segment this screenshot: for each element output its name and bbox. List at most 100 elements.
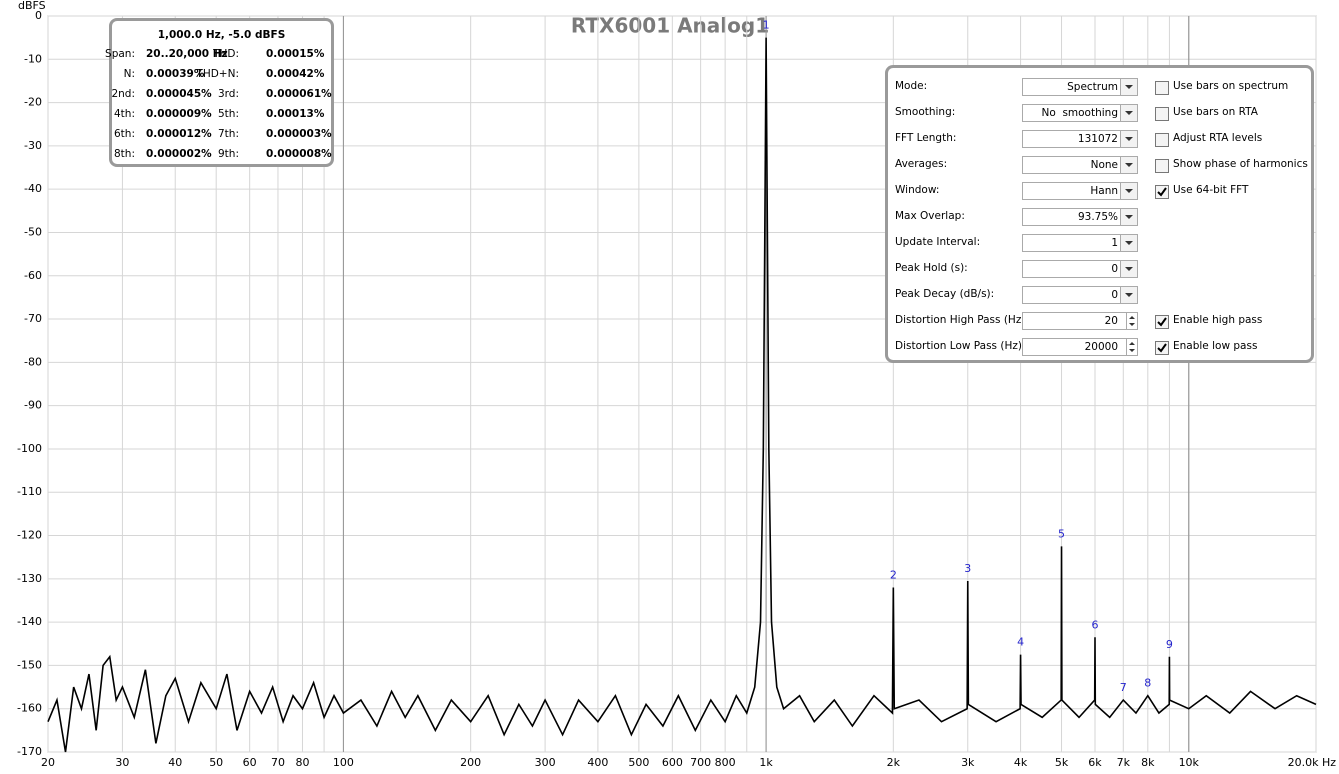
info-value: 0.00039% [146, 68, 205, 80]
x-tick-label: 20.0k Hz [1288, 756, 1337, 769]
checkbox-label: Adjust RTA levels [1173, 132, 1263, 144]
chart-title: RTX6001 Analog1 [571, 14, 769, 38]
info-label: 4th: [114, 108, 135, 120]
dropdown-control[interactable]: 0 [1022, 286, 1138, 304]
arrow-icon [1125, 163, 1133, 167]
control-value[interactable]: None [1090, 159, 1118, 171]
info-label: 6th: [114, 128, 135, 140]
arrow-icon [1129, 316, 1135, 326]
checkbox-label: Use bars on RTA [1173, 106, 1258, 118]
info-value: 0.00015% [266, 48, 325, 60]
info-label: 7th: [218, 128, 239, 140]
info-value: 0.000045% [146, 88, 212, 100]
info-value: 0.000061% [266, 88, 332, 100]
setting-label: Max Overlap: [895, 210, 965, 222]
x-tick-label: 80 [295, 756, 309, 769]
dropdown-control[interactable]: No smoothing [1022, 104, 1138, 122]
y-axis-label: dBFS [18, 0, 46, 12]
x-tick-label: 30 [115, 756, 129, 769]
control-button[interactable] [1120, 287, 1137, 303]
control-button[interactable] [1120, 79, 1137, 95]
y-tick-label: -30 [24, 139, 42, 152]
info-label: Span: [105, 48, 135, 60]
setting-label: FFT Length: [895, 132, 957, 144]
dropdown-control[interactable]: 93.75% [1022, 208, 1138, 226]
harmonic-marker: 6 [1091, 618, 1098, 631]
arrow-icon [1125, 189, 1133, 193]
harmonic-marker: 7 [1120, 681, 1127, 694]
dropdown-control[interactable]: Spectrum [1022, 78, 1138, 96]
spin-control[interactable]: 20 [1022, 312, 1138, 330]
checkbox[interactable] [1155, 315, 1169, 329]
arrow-icon [1125, 267, 1133, 271]
dropdown-control[interactable]: 1 [1022, 234, 1138, 252]
info-value: 0.00042% [266, 68, 325, 80]
control-button[interactable] [1120, 209, 1137, 225]
x-tick-label: 300 [535, 756, 556, 769]
info-value: 0.000009% [146, 108, 212, 120]
x-tick-label: 700 [690, 756, 711, 769]
arrow-icon [1125, 241, 1133, 245]
info-value: 0.000008% [266, 148, 332, 160]
y-tick-label: -80 [24, 355, 42, 368]
control-button[interactable] [1120, 131, 1137, 147]
checkbox-label: Use bars on spectrum [1173, 80, 1289, 92]
x-tick-label: 8k [1141, 756, 1155, 769]
control-value[interactable]: 1 [1111, 237, 1118, 249]
dropdown-control[interactable]: None [1022, 156, 1138, 174]
setting-label: Distortion High Pass (Hz): [895, 314, 1029, 326]
setting-label: Averages: [895, 158, 948, 170]
info-label: 2nd: [111, 88, 135, 100]
y-tick-label: -140 [17, 615, 42, 628]
y-tick-label: -70 [24, 312, 42, 325]
checkbox[interactable] [1155, 107, 1169, 121]
x-tick-label: 600 [662, 756, 683, 769]
spin-control[interactable]: 20000 [1022, 338, 1138, 356]
control-button[interactable] [1126, 339, 1137, 355]
info-value: 0.000003% [266, 128, 332, 140]
checkbox-label: Enable low pass [1173, 340, 1258, 352]
control-value[interactable]: 0 [1111, 289, 1118, 301]
control-value[interactable]: Hann [1090, 185, 1118, 197]
x-tick-label: 5k [1055, 756, 1069, 769]
control-button[interactable] [1120, 157, 1137, 173]
check-mark [1157, 317, 1167, 327]
control-button[interactable] [1120, 105, 1137, 121]
checkbox[interactable] [1155, 133, 1169, 147]
y-tick-label: -120 [17, 529, 42, 542]
control-value[interactable]: 0 [1111, 263, 1118, 275]
y-tick-label: -130 [17, 572, 42, 585]
control-value[interactable]: Spectrum [1067, 81, 1118, 93]
control-value[interactable]: 20000 [1084, 341, 1118, 353]
control-button[interactable] [1120, 235, 1137, 251]
x-tick-label: 70 [271, 756, 285, 769]
check-mark [1157, 187, 1167, 197]
info-panel: 1,000.0 Hz, -5.0 dBFS Span: 20..20,000 Hz T… [105, 18, 334, 167]
checkbox[interactable] [1155, 185, 1169, 199]
x-tick-label: 200 [460, 756, 481, 769]
harmonic-marker: 1 [763, 19, 770, 32]
settings-panel: Mode: Spectrum Use bars on spectrum Smoothi… [885, 65, 1314, 363]
checkbox[interactable] [1155, 341, 1169, 355]
control-value[interactable]: 131072 [1077, 133, 1118, 145]
dropdown-control[interactable]: 131072 [1022, 130, 1138, 148]
checkbox[interactable] [1155, 159, 1169, 173]
harmonic-marker: 2 [890, 568, 897, 581]
y-tick-label: -100 [17, 442, 42, 455]
y-tick-label: -50 [24, 225, 42, 238]
checkbox[interactable] [1155, 81, 1169, 95]
control-button[interactable] [1120, 261, 1137, 277]
harmonic-marker: 5 [1058, 527, 1065, 540]
dropdown-control[interactable]: Hann [1022, 182, 1138, 200]
harmonic-marker: 9 [1166, 638, 1173, 651]
control-button[interactable] [1120, 183, 1137, 199]
control-value[interactable]: 93.75% [1077, 211, 1118, 223]
info-label: 5th: [218, 108, 239, 120]
control-button[interactable] [1126, 313, 1137, 329]
x-tick-label: 10k [1179, 756, 1200, 769]
checkbox-label: Show phase of harmonics [1173, 158, 1308, 170]
control-value[interactable]: No smoothing [1041, 107, 1118, 119]
dropdown-control[interactable]: 0 [1022, 260, 1138, 278]
control-value[interactable]: 20 [1104, 315, 1118, 327]
